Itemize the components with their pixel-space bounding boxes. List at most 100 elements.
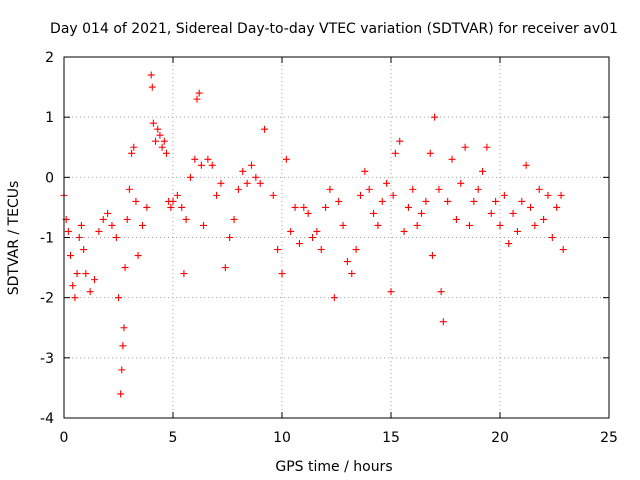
data-point <box>295 240 303 248</box>
data-point <box>82 270 90 278</box>
data-point <box>304 209 312 217</box>
data-point <box>300 203 308 211</box>
data-point <box>143 203 151 211</box>
data-point <box>370 209 378 217</box>
data-point <box>531 221 539 229</box>
x-tick-label: 5 <box>169 430 178 446</box>
data-point <box>208 161 216 169</box>
data-point <box>527 203 535 211</box>
data-point <box>64 227 72 235</box>
y-tick-label: -2 <box>40 291 54 307</box>
data-point <box>91 276 99 284</box>
data-point <box>77 221 85 229</box>
y-tick-label: -1 <box>40 231 54 247</box>
y-axis-label: SDTVAR / TECUs <box>6 181 22 296</box>
data-point <box>195 89 203 97</box>
data-point <box>104 209 112 217</box>
data-point <box>108 221 116 229</box>
data-point <box>197 161 205 169</box>
data-point <box>117 390 125 398</box>
data-point <box>73 270 81 278</box>
data-point <box>557 191 565 199</box>
data-point <box>123 215 131 223</box>
data-point <box>167 203 175 211</box>
data-points <box>60 71 567 398</box>
data-point <box>86 288 94 296</box>
data-point <box>413 221 421 229</box>
data-point <box>540 215 548 223</box>
data-point <box>505 240 513 248</box>
data-point <box>261 125 269 133</box>
data-point <box>121 264 129 272</box>
axis-ticks: 0 5 10 15 20 25 -4 -3 -2 -1 0 1 2 <box>40 50 618 446</box>
data-point <box>149 119 157 127</box>
data-point <box>404 203 412 211</box>
data-point <box>544 191 552 199</box>
data-point <box>193 95 201 103</box>
data-point <box>112 234 120 241</box>
data-point <box>230 215 238 223</box>
data-point <box>313 227 321 235</box>
data-point <box>169 197 177 205</box>
data-point <box>435 185 443 193</box>
x-tick-label: 25 <box>600 430 618 446</box>
data-point <box>200 221 208 229</box>
data-point <box>409 185 417 193</box>
y-tick-label: -4 <box>40 411 54 427</box>
data-point <box>452 215 460 223</box>
data-point <box>361 167 369 175</box>
data-point <box>128 149 136 157</box>
data-point <box>158 143 166 151</box>
data-point <box>217 179 225 187</box>
data-point <box>180 270 188 278</box>
data-point <box>252 173 260 181</box>
data-point <box>387 288 395 296</box>
data-point <box>457 179 465 187</box>
data-point <box>291 203 299 211</box>
data-point <box>204 155 212 163</box>
data-point <box>160 137 168 145</box>
data-point <box>256 179 264 187</box>
data-point <box>509 209 517 217</box>
data-point <box>119 342 127 350</box>
data-point <box>535 185 543 193</box>
data-point <box>343 258 351 266</box>
data-point <box>448 155 456 163</box>
data-point <box>269 191 277 199</box>
data-point <box>335 197 343 205</box>
x-tick-label: 10 <box>273 430 291 446</box>
data-point <box>479 167 487 175</box>
data-point <box>330 294 338 302</box>
data-point <box>191 155 199 163</box>
data-point <box>75 234 83 241</box>
data-point <box>426 149 434 157</box>
data-point <box>559 246 567 254</box>
data-point <box>437 288 445 296</box>
data-point <box>221 264 229 272</box>
y-tick-label: -3 <box>40 351 54 367</box>
data-point <box>317 246 325 254</box>
data-point <box>67 252 75 260</box>
data-point <box>147 71 155 79</box>
data-point <box>154 125 162 133</box>
y-tick-label: 2 <box>45 50 54 66</box>
y-tick-label: 0 <box>45 170 54 186</box>
grid <box>64 57 609 418</box>
data-point <box>522 161 530 169</box>
data-point <box>500 191 508 199</box>
data-point <box>322 203 330 211</box>
data-point <box>247 161 255 169</box>
data-point <box>182 215 190 223</box>
y-tick-label: 1 <box>45 110 54 126</box>
x-axis-label: GPS time / hours <box>275 459 392 475</box>
data-point <box>513 227 521 235</box>
data-point <box>173 191 181 199</box>
data-point <box>474 185 482 193</box>
data-point <box>118 366 126 374</box>
data-point <box>138 221 146 229</box>
data-point <box>186 173 194 181</box>
data-point <box>115 294 122 302</box>
chart-title: Day 014 of 2021, Sidereal Day-to-day VTE… <box>50 21 618 37</box>
data-point <box>383 179 391 187</box>
